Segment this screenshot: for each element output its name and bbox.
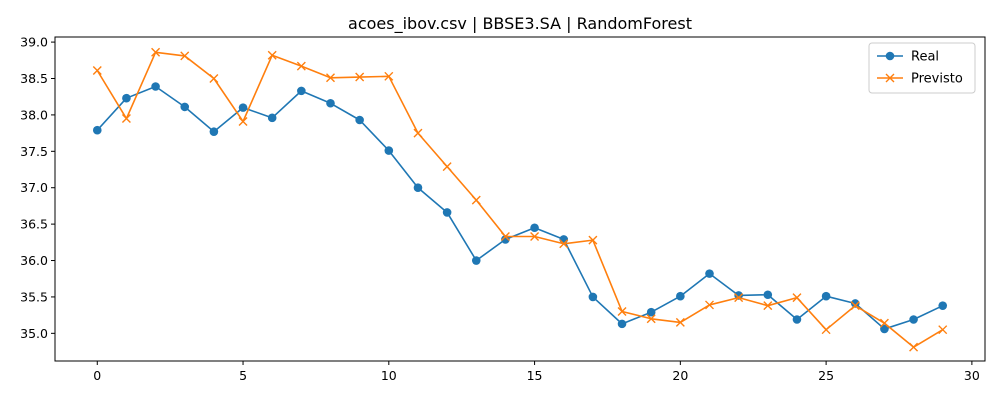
data-point-previsto-1: [121, 114, 131, 124]
legend-marker-real: [885, 51, 895, 61]
data-point-real-15: [530, 223, 539, 233]
data-point-real-17: [588, 292, 598, 302]
data-point-previsto-5: [238, 116, 248, 126]
data-point-previsto-18: [617, 306, 627, 316]
data-point-previsto-23: [763, 301, 773, 311]
data-point-real-25: [821, 291, 831, 301]
x-tick-label-4: 20: [672, 368, 688, 383]
data-point-previsto-27: [879, 318, 889, 328]
data-point-previsto-19: [646, 314, 656, 324]
data-point-real-4: [209, 127, 219, 136]
data-point-real-6: [267, 113, 277, 123]
legend-item-real: Real: [877, 50, 939, 65]
y-axis: 35.0 35.5 36.0 36.5 37.0 37.5 38.0 38.5 39.0: [20, 35, 55, 341]
data-point-real-23: [763, 290, 773, 300]
data-point-previsto-20: [675, 317, 685, 327]
y-tick-label-0: 35.0: [20, 326, 48, 341]
data-point-previsto-12: [442, 162, 452, 172]
x-tick-label-6: 30: [964, 368, 980, 383]
y-tick-label-5: 37.5: [20, 144, 48, 159]
data-point-previsto-4: [209, 74, 219, 83]
data-point-previsto-8: [326, 73, 335, 83]
data-point-real-7: [297, 86, 306, 96]
data-point-previsto-10: [384, 71, 394, 81]
x-tick-label-2: 10: [381, 368, 397, 383]
data-point-real-28: [909, 315, 918, 324]
data-point-previsto-16: [559, 239, 569, 249]
y-tick-label-7: 38.5: [20, 71, 48, 86]
data-point-real-26: [850, 299, 860, 308]
chart-title: acoes_ibov.csv | BBSE3.SA | RandomForest: [348, 14, 692, 34]
data-point-real-2: [151, 82, 160, 91]
data-point-previsto-25: [821, 325, 831, 335]
data-point-previsto-0: [92, 65, 102, 75]
data-point-real-11: [413, 183, 423, 193]
data-point-real-13: [471, 256, 481, 265]
data-point-real-12: [442, 208, 452, 217]
x-tick-label-3: 15: [527, 368, 543, 383]
series-real: [92, 82, 948, 334]
data-point-previsto-21: [705, 300, 714, 310]
data-point-previsto-2: [151, 47, 161, 57]
data-point-real-0: [92, 125, 102, 135]
data-point-real-21: [705, 269, 714, 278]
data-point-previsto-6: [267, 50, 277, 60]
data-point-previsto-11: [413, 128, 423, 138]
y-tick-label-3: 36.5: [20, 217, 48, 232]
data-point-previsto-14: [500, 232, 510, 241]
x-tick-label-1: 5: [239, 368, 247, 383]
data-point-real-20: [676, 291, 685, 301]
data-point-previsto-17: [588, 235, 598, 245]
data-point-real-1: [122, 93, 131, 103]
data-point-real-19: [646, 307, 656, 317]
series-layer: [92, 47, 948, 352]
data-point-previsto-22: [734, 293, 744, 303]
data-point-previsto-9: [355, 72, 365, 82]
series-line-real: [96, 85, 944, 330]
series-previsto: [92, 47, 948, 352]
data-point-real-29: [938, 301, 948, 310]
plot-area: [54, 36, 986, 362]
x-axis: 0 5 10 15 20 25 30: [93, 361, 980, 383]
data-point-previsto-13: [471, 195, 481, 205]
data-point-real-10: [384, 146, 394, 155]
data-point-previsto-15: [530, 232, 540, 241]
y-tick-label-2: 36.0: [20, 253, 48, 268]
legend: Real Previsto: [868, 42, 976, 94]
data-point-real-9: [355, 115, 364, 125]
data-point-real-24: [792, 315, 802, 324]
x-tick-label-5: 25: [818, 368, 834, 383]
data-point-real-18: [617, 319, 627, 329]
legend-label-previsto: Previsto: [911, 72, 963, 87]
data-point-previsto-28: [909, 342, 919, 352]
y-tick-label-4: 37.0: [20, 180, 48, 195]
data-point-previsto-26: [850, 301, 860, 311]
y-tick-label-1: 35.5: [20, 289, 48, 304]
legend-label-real: Real: [911, 50, 939, 65]
data-point-real-3: [180, 102, 190, 112]
legend-marker-previsto: [885, 73, 895, 83]
y-tick-label-6: 38.0: [20, 107, 48, 122]
data-point-real-8: [326, 98, 335, 108]
data-point-previsto-3: [180, 51, 190, 61]
data-point-real-5: [238, 103, 248, 112]
data-point-previsto-7: [296, 61, 306, 71]
series-line-previsto: [96, 51, 944, 348]
data-point-real-27: [880, 324, 889, 334]
data-point-previsto-24: [792, 293, 802, 303]
legend-item-previsto: Previsto: [877, 72, 963, 87]
y-tick-label-8: 39.0: [20, 35, 48, 50]
data-point-previsto-29: [938, 325, 948, 335]
x-tick-label-0: 0: [93, 368, 101, 383]
